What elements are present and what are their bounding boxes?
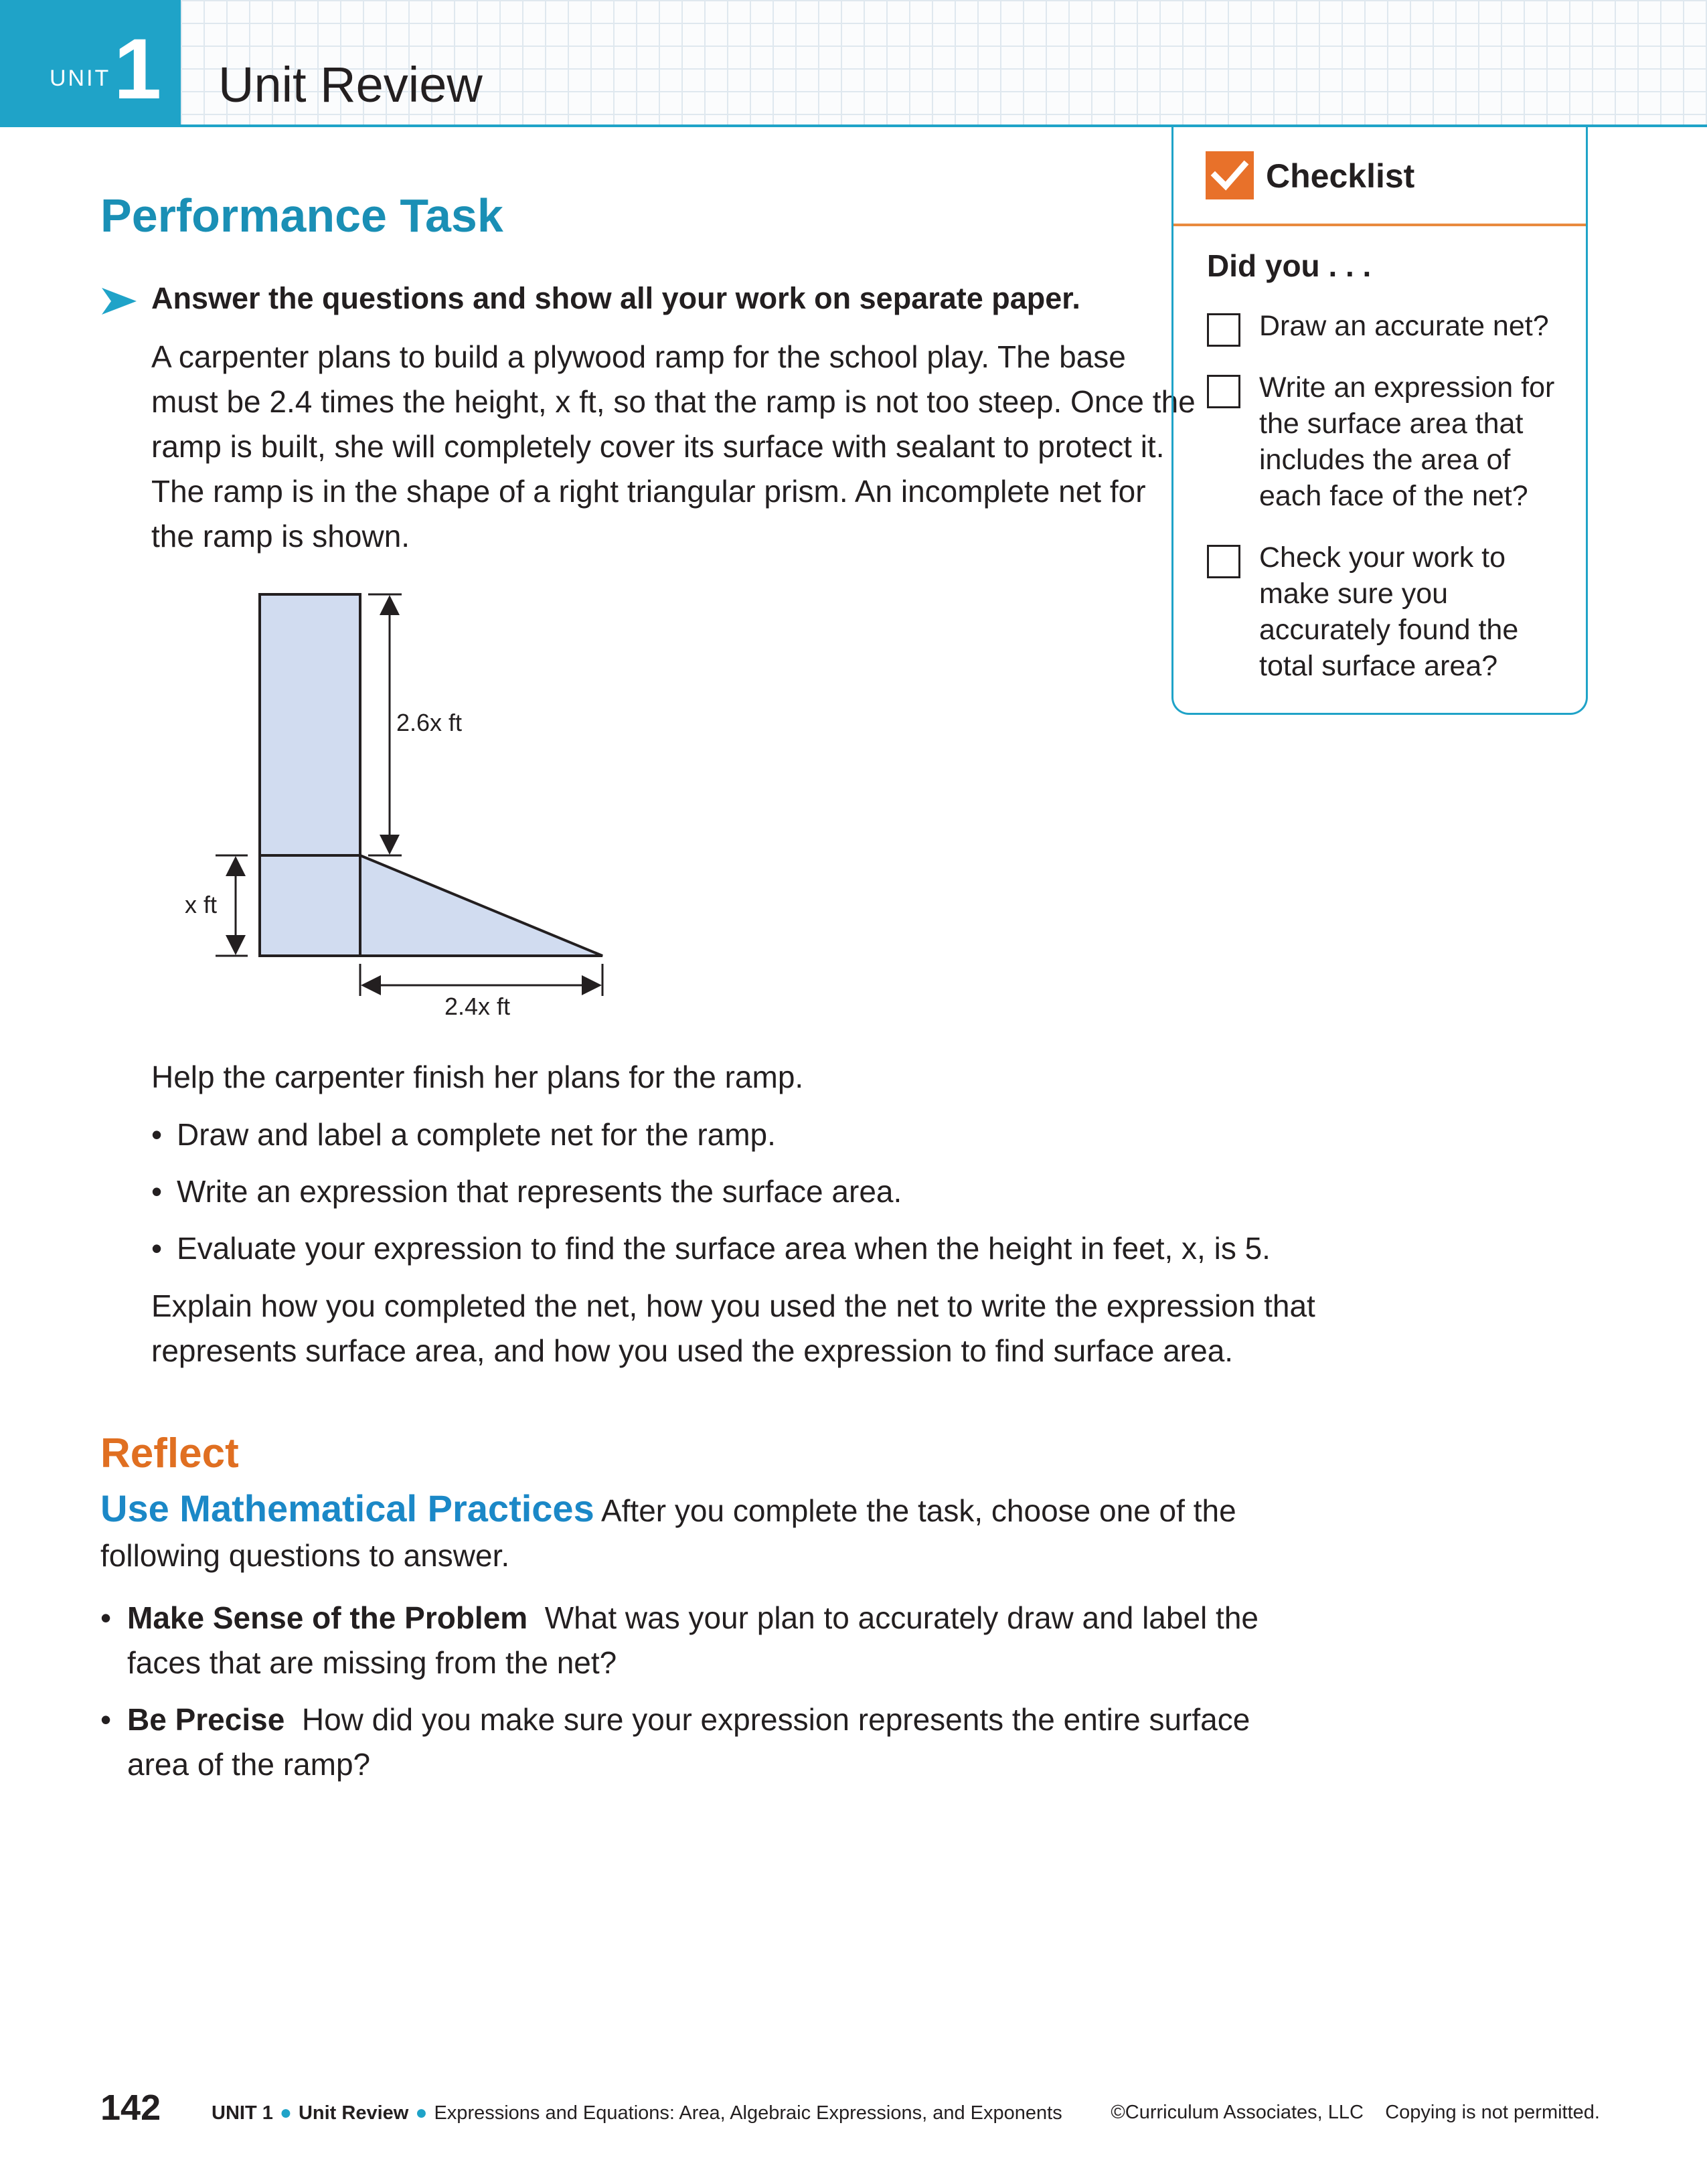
label-top-length: 2.6x ft [396, 709, 462, 736]
header-grid-background [181, 0, 1707, 126]
net-small-rectangle [258, 854, 361, 957]
task-bullet-text: Draw and label a complete net for the ra… [177, 1117, 776, 1152]
checklist-item-label: Write an expression for the surface area… [1259, 371, 1555, 512]
label-left-height: x ft [185, 891, 217, 918]
reflect-item-text: How did you make sure your expression re… [127, 1702, 1250, 1782]
page-title: Unit Review [218, 57, 483, 112]
page-footer: 142 UNIT 1 ● Unit Review ● Expressions and E… [100, 2087, 1600, 2134]
footer-section: Unit Review [298, 2102, 409, 2124]
footer-copyright-text: ©Curriculum Associates, LLC [1111, 2102, 1364, 2123]
reflect-item-heading: Make Sense of the Problem [127, 1600, 528, 1635]
checkmark-icon [1206, 151, 1254, 199]
checklist-panel: Checklist Did you . . . Draw an accurate… [1171, 126, 1588, 715]
task-intro-paragraph: A carpenter plans to build a plywood ram… [151, 339, 1196, 554]
footer-unit: UNIT 1 [212, 2102, 273, 2124]
footer-copyright: ©Curriculum Associates, LLC Copying is n… [1111, 2102, 1600, 2124]
reflect-item-text: What was your plan to accurately draw an… [127, 1600, 1258, 1680]
help-paragraph: Help the carpenter finish her plans for … [151, 1060, 804, 1094]
task-bullet-text: Write an expression that represents the … [177, 1174, 902, 1209]
arrow-icon [102, 288, 137, 315]
label-bottom-base: 2.4x ft [444, 993, 510, 1020]
checkbox[interactable] [1207, 375, 1240, 408]
task-instruction: Answer the questions and show all your w… [151, 281, 1080, 315]
unit-badge: UNIT 1 [0, 0, 181, 127]
checklist-item-label: Check your work to make sure you accurat… [1259, 541, 1519, 682]
section-title-reflect: Reflect [100, 1430, 239, 1477]
checkbox[interactable] [1207, 313, 1240, 347]
practices-heading: Use Mathematical Practices [100, 1487, 594, 1529]
section-title-performance-task: Performance Task [100, 189, 503, 242]
net-triangle-face [359, 853, 603, 957]
page-number: 142 [100, 2088, 161, 2128]
footer-notice: Copying is not permitted. [1385, 2102, 1600, 2123]
checklist-title: Checklist [1266, 157, 1415, 195]
checkbox[interactable] [1207, 545, 1240, 578]
footer-topic: Expressions and Equations: Area, Algebra… [434, 2102, 1062, 2124]
header-rule [0, 124, 1707, 127]
checklist-subtitle: Did you . . . [1207, 248, 1372, 283]
checklist-item-label: Draw an accurate net? [1259, 310, 1549, 342]
practices-text: After you complete the task, choose one … [100, 1493, 1236, 1573]
reflect-item-heading: Be Precise [127, 1702, 285, 1737]
incomplete-net-diagram: 2.6x ft x ft 2.4x ft [185, 593, 604, 1020]
net-tall-rectangle [258, 593, 361, 857]
practices-paragraph: Use Mathematical Practices After you com… [100, 1486, 1305, 1578]
checklist-header: Checklist [1173, 126, 1586, 226]
unit-word: UNIT [50, 66, 111, 91]
explain-paragraph: Explain how you completed the net, how y… [151, 1288, 1315, 1368]
footer-breadcrumb: UNIT 1 ● Unit Review ● Expressions and Equat… [212, 2102, 1062, 2124]
task-bullet-text: Evaluate your expression to find the sur… [177, 1231, 1271, 1266]
unit-number: 1 [114, 21, 162, 117]
